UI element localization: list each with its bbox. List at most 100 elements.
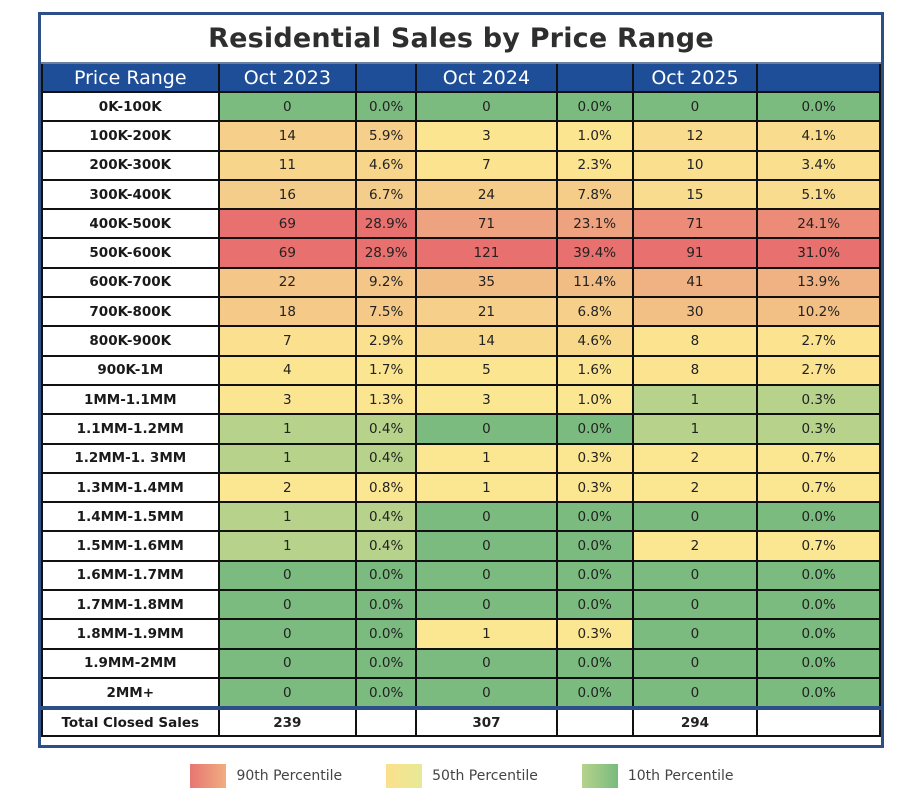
count-cell-oct-2023: 1 [217,501,358,533]
percent-cell-oct-2025: 13.9% [756,266,881,299]
price-range-cell: 1.9MM-2MM [41,647,220,679]
percent-cell-oct-2023: 0.4% [355,530,418,562]
count-cell-oct-2025: 2 [631,530,759,562]
percent-cell-oct-2025: 0.7% [756,471,881,504]
percent-cell-oct-2025: 31.0% [756,237,881,269]
percent-cell-oct-2024: 0.3% [555,442,634,474]
count-cell-oct-2025: 2 [631,442,759,474]
percent-cell-oct-2023: 28.9% [355,208,418,240]
count-cell-oct-2025: 0 [631,676,759,710]
table-row: 700K-800K 18 7.5% 21 6.8% 30 10.2% [41,296,881,328]
header-price-range: Price Range [41,64,220,93]
count-cell-oct-2024: 0 [415,413,558,445]
percent-cell-oct-2024: 0.0% [555,530,634,562]
count-cell-oct-2024: 35 [415,266,558,299]
count-cell-oct-2023: 14 [217,120,358,152]
price-range-cell: 1.3MM-1.4MM [41,471,220,504]
percent-cell-oct-2023: 0.4% [355,501,418,533]
count-cell-oct-2024: 71 [415,208,558,240]
count-cell-oct-2023: 11 [217,149,358,181]
count-cell-oct-2025: 8 [631,354,759,386]
count-cell-oct-2023: 1 [217,530,358,562]
table-title: Residential Sales by Price Range [41,15,881,64]
total-empty-cell [355,706,418,738]
table-row: 600K-700K 22 9.2% 35 11.4% 41 13.9% [41,266,881,299]
total-oct-2023: 239 [217,706,358,738]
percent-cell-oct-2025: 2.7% [756,325,881,357]
count-cell-oct-2025: 1 [631,413,759,445]
count-cell-oct-2023: 0 [217,676,358,710]
price-range-cell: 200K-300K [41,149,220,181]
price-range-cell: 1.4MM-1.5MM [41,501,220,533]
percent-cell-oct-2024: 11.4% [555,266,634,299]
percent-cell-oct-2024: 0.0% [555,413,634,445]
price-range-cell: 2MM+ [41,676,220,710]
count-cell-oct-2025: 30 [631,296,759,328]
count-cell-oct-2024: 0 [415,647,558,679]
percent-cell-oct-2025: 24.1% [756,208,881,240]
legend-label: 10th Percentile [627,768,734,784]
count-cell-oct-2024: 14 [415,325,558,357]
percent-cell-oct-2024: 0.0% [555,90,634,123]
legend-item: 50th Percentile [386,764,538,788]
table-row: 300K-400K 16 6.7% 24 7.8% 15 5.1% [41,178,881,211]
sales-table: Price Range Oct 2023 Oct 2024 Oct 2025 0… [41,64,881,738]
count-cell-oct-2023: 3 [217,383,358,416]
header-oct-2025-pct [756,64,881,93]
count-cell-oct-2023: 0 [217,618,358,650]
count-cell-oct-2024: 3 [415,120,558,152]
count-cell-oct-2024: 0 [415,501,558,533]
count-cell-oct-2023: 18 [217,296,358,328]
table-row: 1.9MM-2MM 0 0.0% 0 0.0% 0 0.0% [41,647,881,679]
percent-cell-oct-2025: 0.0% [756,501,881,533]
percent-cell-oct-2023: 7.5% [355,296,418,328]
table-row: 1.6MM-1.7MM 0 0.0% 0 0.0% 0 0.0% [41,559,881,592]
count-cell-oct-2025: 41 [631,266,759,299]
table-row: 900K-1M 4 1.7% 5 1.6% 8 2.7% [41,354,881,386]
legend-swatch [581,764,618,788]
price-range-cell: 1.6MM-1.7MM [41,559,220,592]
percent-cell-oct-2024: 4.6% [555,325,634,357]
price-range-cell: 1.7MM-1.8MM [41,589,220,621]
count-cell-oct-2024: 3 [415,383,558,416]
price-range-cell: 1MM-1.1MM [41,383,220,416]
percent-cell-oct-2023: 0.0% [355,589,418,621]
percent-cell-oct-2025: 0.0% [756,559,881,592]
total-label: Total Closed Sales [41,706,220,738]
legend-item: 90th Percentile [190,764,342,788]
percent-cell-oct-2024: 23.1% [555,208,634,240]
percent-cell-oct-2025: 0.0% [756,90,881,123]
count-cell-oct-2025: 1 [631,383,759,416]
count-cell-oct-2025: 15 [631,178,759,211]
percent-cell-oct-2023: 1.3% [355,383,418,416]
percent-cell-oct-2025: 0.3% [756,383,881,416]
count-cell-oct-2024: 0 [415,559,558,592]
percent-cell-oct-2023: 0.8% [355,471,418,504]
percent-cell-oct-2023: 4.6% [355,149,418,181]
count-cell-oct-2024: 121 [415,237,558,269]
table-row: 1.8MM-1.9MM 0 0.0% 1 0.3% 0 0.0% [41,618,881,650]
count-cell-oct-2025: 91 [631,237,759,269]
count-cell-oct-2023: 0 [217,559,358,592]
total-oct-2024: 307 [415,706,558,738]
price-range-cell: 600K-700K [41,266,220,299]
percent-cell-oct-2023: 9.2% [355,266,418,299]
percent-cell-oct-2023: 0.0% [355,647,418,679]
count-cell-oct-2024: 5 [415,354,558,386]
percent-cell-oct-2023: 1.7% [355,354,418,386]
percent-cell-oct-2023: 2.9% [355,325,418,357]
total-empty-cell [756,706,881,738]
percent-cell-oct-2023: 0.0% [355,618,418,650]
header-oct-2025: Oct 2025 [631,64,759,93]
count-cell-oct-2023: 22 [217,266,358,299]
count-cell-oct-2025: 10 [631,149,759,181]
count-cell-oct-2024: 0 [415,589,558,621]
count-cell-oct-2025: 71 [631,208,759,240]
percent-cell-oct-2024: 0.0% [555,647,634,679]
percent-cell-oct-2025: 4.1% [756,120,881,152]
total-row: Total Closed Sales 239 307 294 [41,706,881,738]
legend: 90th Percentile 50th Percentile 10th Perce… [0,764,924,788]
percent-cell-oct-2023: 0.4% [355,413,418,445]
table-row: 1.2MM-1. 3MM 1 0.4% 1 0.3% 2 0.7% [41,442,881,474]
count-cell-oct-2024: 1 [415,618,558,650]
